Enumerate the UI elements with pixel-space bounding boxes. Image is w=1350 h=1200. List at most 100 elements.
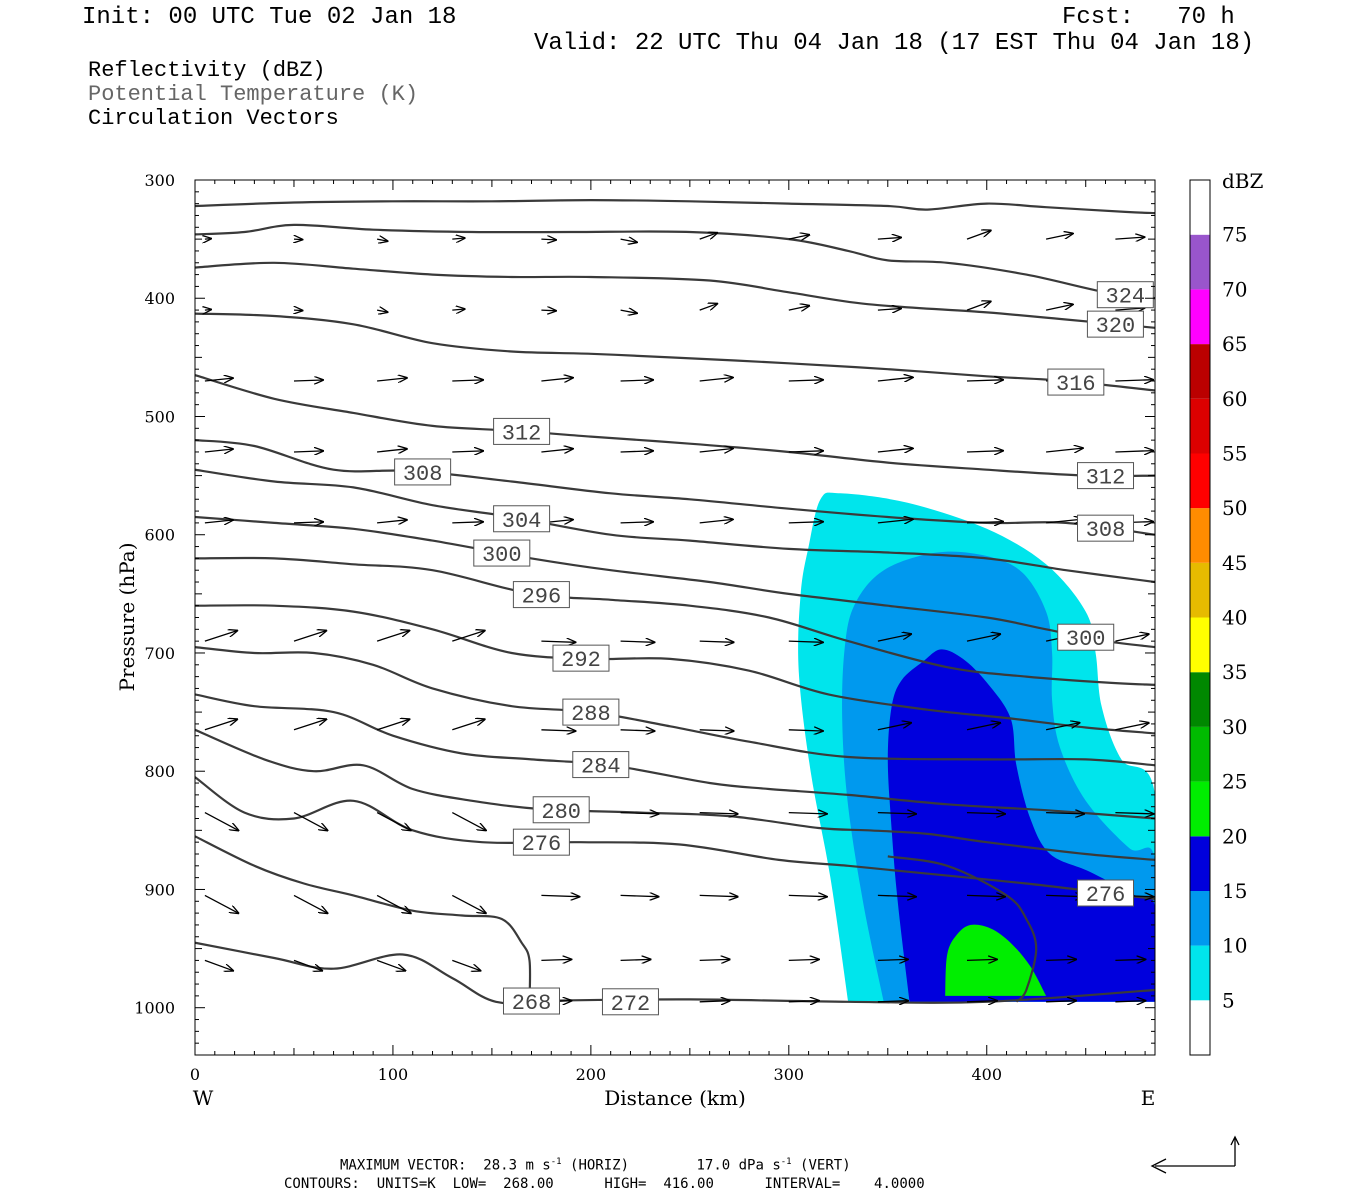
- circulation-vector: [699, 641, 734, 642]
- circulation-vector: [204, 959, 233, 970]
- theta-contour-292: [195, 604, 1155, 735]
- max-vector-label: MAXIMUM VECTOR:: [340, 1157, 467, 1174]
- circulation-vector: [1046, 813, 1084, 814]
- circulation-vector: [966, 522, 1003, 523]
- x-tick-label: 400: [971, 1065, 1002, 1084]
- colorbar-label: 40: [1222, 606, 1247, 630]
- circulation-vector: [293, 812, 328, 831]
- circulation-vector: [204, 719, 237, 731]
- colorbar-swatch: [1190, 945, 1210, 1001]
- svg-text:276: 276: [1086, 883, 1126, 908]
- svg-text:316: 316: [1056, 372, 1096, 397]
- circulation-vector: [1115, 451, 1153, 452]
- circulation-vector: [541, 959, 571, 960]
- circulation-vector: [788, 235, 809, 239]
- circulation-vector: [877, 813, 916, 814]
- circulation-vector: [452, 238, 464, 239]
- circulation-vector: [293, 451, 323, 452]
- contour-label-272: 272: [601, 988, 659, 1017]
- contour-label-300: 300: [1057, 623, 1115, 652]
- circulation-vector: [966, 451, 1003, 452]
- circulation-vector: [1115, 237, 1144, 239]
- colorbar-swatch: [1190, 672, 1210, 727]
- colorbar-swatch: [1190, 398, 1210, 454]
- colorbar-label: 35: [1222, 660, 1247, 684]
- circulation-vector: [788, 641, 823, 642]
- circulation-vector: [541, 449, 572, 452]
- circulation-vector: [541, 239, 556, 240]
- circulation-vector: [699, 378, 733, 382]
- theta-contour-308: [195, 439, 1155, 536]
- circulation-vector: [376, 812, 411, 831]
- circulation-vector: [452, 451, 483, 452]
- circulation-vector: [452, 719, 484, 731]
- circulation-vector: [293, 894, 328, 913]
- x-axis-title: Distance (km): [604, 1086, 746, 1110]
- circulation-vector: [788, 1001, 819, 1002]
- contour-label-308: 308: [1077, 514, 1135, 543]
- y-axis-title: Pressure (hPa): [115, 543, 139, 692]
- circulation-vector: [541, 641, 575, 642]
- circulation-vector: [1045, 304, 1073, 311]
- circulation-vector: [877, 1001, 908, 1002]
- circulation-vector: [377, 449, 407, 452]
- circulation-vector: [620, 730, 655, 731]
- colorbar-swatch: [1190, 234, 1210, 290]
- circulation-vector: [1046, 448, 1083, 452]
- circulation-vector: [788, 451, 823, 452]
- circulation-vector: [451, 812, 486, 831]
- circulation-vector: [1115, 308, 1144, 310]
- colorbar-frame: [1189, 179, 1211, 1056]
- svg-text:276: 276: [522, 832, 562, 857]
- colorbar-label: 55: [1222, 441, 1247, 465]
- colorbar-label: 15: [1222, 879, 1247, 903]
- colorbar-label: 20: [1222, 824, 1247, 848]
- circulation-vector: [788, 380, 823, 381]
- contour-label-280: 280: [532, 796, 590, 825]
- theta-contour-300: [195, 515, 1155, 649]
- circulation-vector: [620, 380, 653, 381]
- colorbar-swatch: [1190, 289, 1210, 345]
- circulation-vector: [699, 1001, 730, 1002]
- circulation-vector: [377, 520, 407, 523]
- circulation-vector: [376, 719, 409, 731]
- circulation-vector: [966, 231, 991, 240]
- circulation-vector: [451, 894, 486, 913]
- theta-contour-320: [195, 261, 1155, 329]
- circulation-vector: [788, 730, 823, 731]
- contours-low: LOW= 268.00: [452, 1176, 554, 1192]
- svg-text:320: 320: [1096, 314, 1136, 339]
- svg-text:312: 312: [502, 421, 542, 446]
- field-reflectivity: Reflectivity (dBZ): [88, 58, 326, 83]
- circulation-vector: [620, 959, 651, 960]
- circulation-vector: [293, 719, 326, 731]
- contour-label-320: 320: [1086, 310, 1144, 339]
- circulation-vector: [452, 631, 484, 642]
- colorbar-label: 50: [1222, 496, 1247, 520]
- circulation-vector: [966, 959, 997, 960]
- y-tick-label: 1000: [134, 999, 175, 1018]
- circulation-vector: [620, 895, 659, 896]
- circulation-vector: [452, 309, 464, 310]
- colorbar-swatch: [1190, 562, 1210, 618]
- contour-label-268: 268: [502, 987, 560, 1016]
- circulation-vector: [620, 310, 637, 313]
- horiz-exponent: -1: [550, 1157, 562, 1167]
- forecast-hour: Fcst: 70 h: [1062, 4, 1235, 31]
- svg-text:288: 288: [571, 702, 611, 727]
- circulation-vector: [1115, 813, 1153, 814]
- circulation-vector: [966, 634, 1000, 642]
- circulation-vector: [788, 959, 819, 960]
- circulation-vector: [541, 895, 579, 896]
- circulation-vector: [1046, 1001, 1076, 1002]
- contour-label-316: 316: [1047, 368, 1105, 397]
- valid-time: Valid: 22 UTC Thu 04 Jan 18 (17 EST Thu …: [534, 30, 1255, 57]
- theta-contour-272: [887, 855, 1038, 1003]
- theta-contour-328: [195, 198, 1155, 215]
- circulation-vector: [699, 895, 738, 896]
- colorbar-swatch: [1190, 617, 1210, 673]
- colorbar-swatch: [1190, 836, 1210, 891]
- circulation-vector: [1115, 1001, 1145, 1002]
- circulation-vector: [699, 449, 733, 453]
